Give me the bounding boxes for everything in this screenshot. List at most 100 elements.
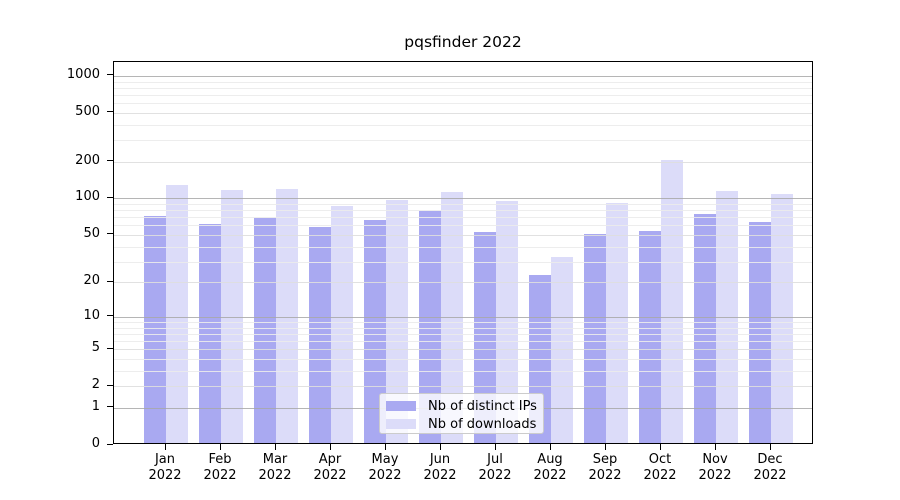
x-tick-mark-mar xyxy=(274,444,276,450)
x-tick-mark-may xyxy=(384,444,386,450)
x-tick-label-may: May 2022 xyxy=(357,452,413,484)
gridline-900 xyxy=(114,81,812,83)
x-tick-label-dec: Dec 2022 xyxy=(742,452,798,484)
bar-dec-downloads xyxy=(771,193,793,443)
gridline-60 xyxy=(114,225,812,227)
year-label: 2022 xyxy=(423,468,457,483)
year-label: 2022 xyxy=(588,468,622,483)
gridline-50 xyxy=(114,234,812,236)
year-label: 2022 xyxy=(258,468,292,483)
month-label: Nov xyxy=(702,452,728,467)
x-tick-mark-sep xyxy=(604,444,606,450)
x-tick-mark-jan xyxy=(164,444,166,450)
month-label: Feb xyxy=(208,452,232,467)
gridline-500 xyxy=(114,112,812,114)
y-tick-label-5: 5 xyxy=(91,340,100,356)
bar-apr-distinct-ips xyxy=(309,227,331,443)
year-label: 2022 xyxy=(478,468,512,483)
gridline-3 xyxy=(114,370,812,372)
bar-nov-distinct-ips xyxy=(694,214,716,443)
y-tick-mark-100 xyxy=(107,196,113,198)
x-tick-label-jul: Jul 2022 xyxy=(467,452,523,484)
bar-apr-downloads xyxy=(331,206,353,443)
y-tick-label-2: 2 xyxy=(91,377,100,393)
year-label: 2022 xyxy=(698,468,732,483)
x-tick-mark-apr xyxy=(329,444,331,450)
y-tick-label-50: 50 xyxy=(83,225,100,241)
y-tick-mark-2 xyxy=(107,384,113,386)
x-tick-label-apr: Apr 2022 xyxy=(302,452,358,484)
y-tick-label-0: 0 xyxy=(91,436,100,451)
gridline-70 xyxy=(114,217,812,219)
month-label: Oct xyxy=(648,452,672,467)
x-tick-label-aug: Aug 2022 xyxy=(522,452,578,484)
gridline-700 xyxy=(114,94,812,96)
gridline-2 xyxy=(114,386,812,388)
bar-sep-downloads xyxy=(606,203,628,443)
gridline-100 xyxy=(114,198,812,200)
month-label: May xyxy=(371,452,399,467)
gridline-8 xyxy=(114,327,812,329)
month-label: Jul xyxy=(487,452,503,467)
year-label: 2022 xyxy=(203,468,237,483)
x-tick-label-jun: Jun 2022 xyxy=(412,452,468,484)
month-label: Dec xyxy=(757,452,783,467)
gridline-1000 xyxy=(114,75,812,77)
y-tick-mark-5 xyxy=(107,347,113,349)
bar-oct-distinct-ips xyxy=(639,230,661,443)
x-tick-label-sep: Sep 2022 xyxy=(577,452,633,484)
year-label: 2022 xyxy=(313,468,347,483)
gridline-6 xyxy=(114,341,812,343)
x-tick-mark-jul xyxy=(494,444,496,450)
gridline-20 xyxy=(114,282,812,284)
year-label: 2022 xyxy=(533,468,567,483)
y-tick-mark-1 xyxy=(107,406,113,408)
gridline-5 xyxy=(114,349,812,351)
month-label: Sep xyxy=(592,452,618,467)
month-label: Jan xyxy=(154,452,176,467)
bar-feb-downloads xyxy=(221,190,243,443)
y-tick-label-200: 200 xyxy=(75,152,100,168)
legend-item: Nb of downloads xyxy=(386,416,537,432)
year-label: 2022 xyxy=(368,468,402,483)
gridline-80 xyxy=(114,210,812,212)
y-tick-label-500: 500 xyxy=(75,103,100,119)
month-label: Jun xyxy=(429,452,451,467)
year-label: 2022 xyxy=(753,468,787,483)
gridline-7 xyxy=(114,333,812,335)
year-label: 2022 xyxy=(148,468,182,483)
bar-mar-downloads xyxy=(276,189,298,443)
y-tick-mark-500 xyxy=(107,111,113,113)
x-tick-label-jan: Jan 2022 xyxy=(137,452,193,484)
month-label: Aug xyxy=(537,452,563,467)
chart-title: pqsfinder 2022 xyxy=(404,33,522,51)
gridline-200 xyxy=(114,161,812,163)
legend: Nb of distinct IPs Nb of downloads xyxy=(379,393,544,434)
plot-area xyxy=(113,61,813,444)
x-tick-mark-dec xyxy=(769,444,771,450)
year-label: 2022 xyxy=(643,468,677,483)
y-tick-label-10: 10 xyxy=(83,307,100,323)
legend-item: Nb of distinct IPs xyxy=(386,398,537,414)
bar-jan-downloads xyxy=(166,184,188,443)
y-tick-mark-0 xyxy=(107,443,113,445)
x-tick-label-nov: Nov 2022 xyxy=(687,452,743,484)
gridline-40 xyxy=(114,246,812,248)
x-tick-mark-oct xyxy=(659,444,661,450)
x-tick-label-mar: Mar 2022 xyxy=(247,452,303,484)
gridline-400 xyxy=(114,124,812,126)
y-tick-label-100: 100 xyxy=(75,189,100,205)
x-tick-label-oct: Oct 2022 xyxy=(632,452,688,484)
month-label: Mar xyxy=(262,452,288,467)
y-tick-mark-200 xyxy=(107,160,113,162)
legend-swatch-downloads xyxy=(386,419,416,429)
y-tick-label-1: 1 xyxy=(91,398,100,414)
y-tick-mark-10 xyxy=(107,315,113,317)
legend-label: Nb of distinct IPs xyxy=(428,398,537,414)
bar-oct-downloads xyxy=(661,159,683,443)
x-tick-mark-jun xyxy=(439,444,441,450)
legend-label: Nb of downloads xyxy=(428,416,537,432)
gridline-600 xyxy=(114,103,812,105)
month-label: Apr xyxy=(318,452,342,467)
